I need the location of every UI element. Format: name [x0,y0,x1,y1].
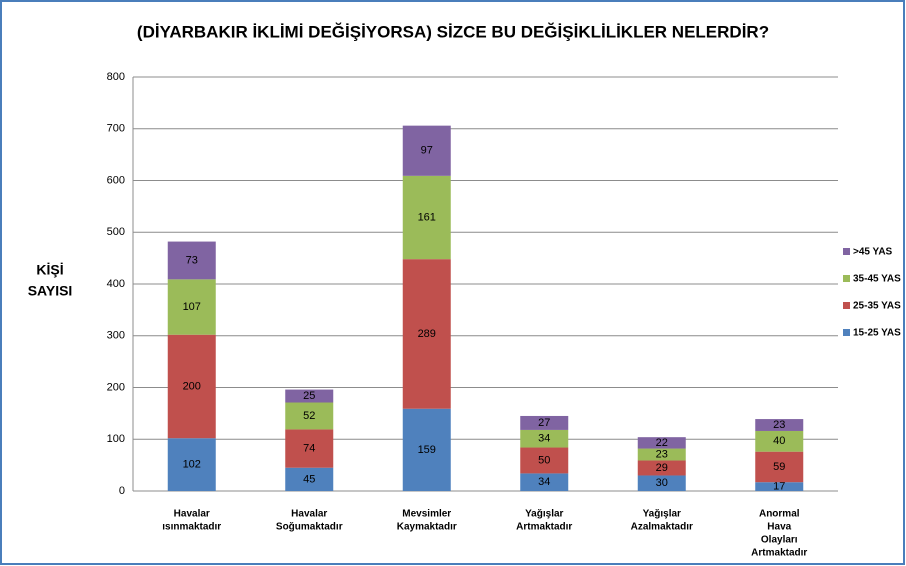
x-tick-label: Anormal [759,509,800,520]
legend-label: 25-35 YAS [853,301,901,312]
bar-segment [520,447,569,474]
value-label: 159 [418,444,436,456]
x-tick-label: Hava [767,522,791,533]
bar-segment [285,402,334,430]
bar-segment [285,389,334,403]
legend-swatch [843,248,850,255]
value-label: 50 [538,454,550,466]
bar-segment [637,437,686,449]
bar-segment [755,430,804,452]
chart-title: (DİYARBAKIR İKLİMİ DEĞİŞİYORSA) SİZCE BU… [137,22,769,41]
value-label: 289 [418,328,436,340]
bar-segment [755,482,804,491]
legend-swatch [843,329,850,336]
bar-segment [755,451,804,483]
bar-segment [520,473,569,491]
value-label: 17 [773,481,785,493]
value-label: 27 [538,417,550,429]
legend-label: >45 YAS [853,247,893,258]
y-tick-label: 200 [107,381,125,393]
bar-segment [637,460,686,476]
x-tick-label: Havalar [174,509,210,520]
value-label: 25 [303,390,315,402]
value-label: 40 [773,435,785,447]
bar-segment [637,448,686,461]
x-tick-label: Olayları [761,535,798,546]
legend-swatch [843,275,850,282]
x-tick-label: Havalar [291,509,327,520]
value-label: 97 [421,145,433,157]
bar-segment [520,429,569,448]
x-tick-label: Artmaktadır [751,548,807,559]
value-label: 102 [183,459,201,471]
y-tick-label: 100 [107,433,125,445]
bar-segment [167,438,216,491]
bar-segment [402,408,451,491]
value-label: 73 [186,254,198,266]
bar-segment [167,241,216,280]
value-label: 23 [656,448,668,460]
y-tick-label: 300 [107,330,125,342]
value-label: 45 [303,473,315,485]
bar-segment [402,125,451,176]
value-label: 34 [538,433,550,445]
value-label: 200 [183,380,201,392]
y-axis-label: SAYISI [28,283,73,299]
x-tick-label: ısınmaktadır [162,522,221,533]
value-label: 34 [538,476,550,488]
y-tick-label: 500 [107,226,125,238]
bar-segment [520,415,569,430]
value-label: 107 [183,301,201,313]
x-tick-label: Mevsimler [402,509,451,520]
y-tick-label: 600 [107,174,125,186]
value-label: 74 [303,442,315,454]
bar-segment [755,419,804,431]
value-label: 23 [773,419,785,431]
bar-segment [167,334,216,439]
y-tick-label: 400 [107,278,125,290]
value-label: 29 [656,462,668,474]
legend-swatch [843,302,850,309]
x-tick-label: Yağışlar [643,509,681,520]
x-tick-label: Azalmaktadır [631,522,693,533]
bar-segment [637,475,686,491]
y-tick-label: 0 [119,485,125,497]
x-tick-label: Yağışlar [525,509,563,520]
bar-segment [167,279,216,335]
bar-segment [402,175,451,260]
y-axis-label: KİŞİ [36,262,63,278]
x-tick-label: Artmaktadır [516,522,572,533]
value-label: 59 [773,461,785,473]
bar-segment [285,429,334,468]
value-label: 52 [303,410,315,422]
x-tick-label: Soğumaktadır [276,522,343,533]
legend-label: 35-45 YAS [853,274,901,285]
y-tick-label: 800 [107,71,125,83]
y-tick-label: 700 [107,123,125,135]
x-tick-label: Kaymaktadır [397,522,457,533]
value-label: 161 [418,211,436,223]
bar-segment [402,259,451,409]
value-label: 22 [656,437,668,449]
legend-label: 15-25 YAS [853,328,901,339]
bar-segment [285,467,334,491]
value-label: 30 [656,477,668,489]
